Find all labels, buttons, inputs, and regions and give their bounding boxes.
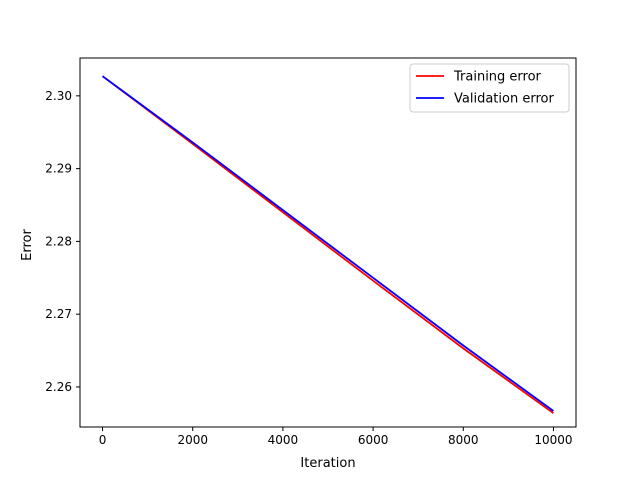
series-line-validation-error <box>102 75 554 412</box>
x-axis-ticks: 0 2000 4000 6000 8000 10000 <box>99 427 573 447</box>
y-axis-label: Error <box>20 229 35 261</box>
y-tick-label: 2.27 <box>45 307 72 321</box>
series-layer <box>102 75 554 414</box>
x-tick-label: 8000 <box>448 433 479 447</box>
y-tick-label: 2.30 <box>45 89 72 103</box>
series-line-training-error <box>102 75 554 414</box>
x-tick-label: 2000 <box>177 433 208 447</box>
legend: Training error Validation error <box>409 63 570 113</box>
legend-box <box>409 63 570 113</box>
x-tick-label: 0 <box>99 433 107 447</box>
y-tick-label: 2.29 <box>45 162 72 176</box>
legend-label-validation-error: Validation error <box>454 92 554 107</box>
y-tick-label: 2.26 <box>45 380 72 394</box>
y-axis-ticks: 2.26 2.27 2.28 2.29 2.30 <box>45 89 80 394</box>
x-axis-label: Iteration <box>300 456 355 471</box>
legend-label-training-error: Training error <box>453 70 542 85</box>
y-tick-label: 2.28 <box>45 234 72 248</box>
x-tick-label: 6000 <box>358 433 389 447</box>
x-tick-label: 4000 <box>268 433 299 447</box>
x-tick-label: 10000 <box>534 433 572 447</box>
axes-frame <box>79 57 577 428</box>
